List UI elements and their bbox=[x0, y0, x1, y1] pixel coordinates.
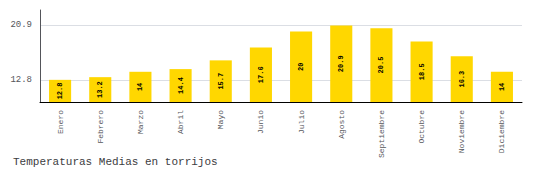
svg-text:14.4: 14.4 bbox=[177, 77, 185, 94]
svg-text:Febrero: Febrero bbox=[96, 110, 105, 144]
svg-text:Agosto: Agosto bbox=[337, 110, 346, 139]
svg-text:Mayo: Mayo bbox=[216, 110, 225, 129]
svg-text:Diciembre: Diciembre bbox=[497, 110, 506, 153]
svg-text:Marzo: Marzo bbox=[136, 110, 145, 134]
svg-text:14: 14 bbox=[498, 83, 506, 91]
svg-text:Octubre: Octubre bbox=[417, 110, 426, 144]
svg-text:20.5: 20.5 bbox=[377, 57, 385, 74]
svg-text:Noviembre: Noviembre bbox=[457, 110, 466, 153]
svg-text:15.7: 15.7 bbox=[217, 73, 225, 90]
svg-text:17.6: 17.6 bbox=[257, 66, 265, 83]
svg-text:Temperaturas Medias en torrijo: Temperaturas Medias en torrijos bbox=[13, 156, 218, 168]
svg-text:20.9: 20.9 bbox=[10, 20, 32, 30]
svg-text:13.2: 13.2 bbox=[96, 81, 104, 98]
svg-text:20: 20 bbox=[297, 63, 305, 71]
svg-text:Julio: Julio bbox=[297, 110, 306, 134]
svg-text:12.8: 12.8 bbox=[56, 83, 64, 100]
svg-text:12.8: 12.8 bbox=[10, 75, 32, 85]
svg-text:20.9: 20.9 bbox=[337, 55, 345, 72]
svg-text:Septiembre: Septiembre bbox=[377, 110, 386, 158]
svg-text:Enero: Enero bbox=[56, 110, 65, 134]
svg-text:Abril: Abril bbox=[176, 110, 185, 134]
svg-text:18.5: 18.5 bbox=[418, 63, 426, 80]
svg-text:Junio: Junio bbox=[256, 110, 265, 134]
svg-text:16.3: 16.3 bbox=[458, 71, 466, 88]
svg-text:14: 14 bbox=[136, 83, 144, 91]
